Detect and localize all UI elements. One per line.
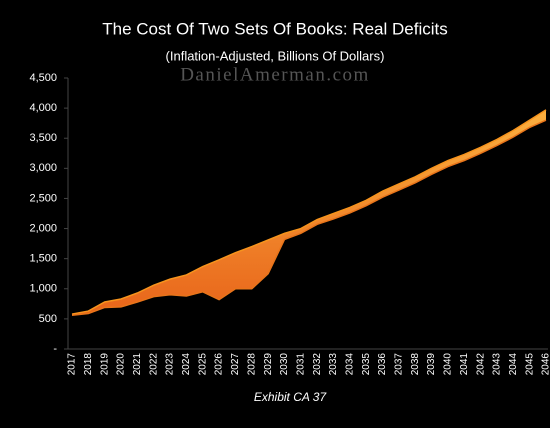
x-tick-label: 2044 bbox=[508, 353, 519, 376]
x-tick-label: 2038 bbox=[410, 353, 421, 376]
x-tick-label: 2040 bbox=[443, 353, 454, 376]
x-tick-label: 2029 bbox=[263, 353, 274, 376]
x-tick-label: 2022 bbox=[148, 353, 159, 376]
x-tick-label: 2019 bbox=[99, 353, 110, 376]
y-tick-label: 4,500 bbox=[29, 72, 57, 84]
y-tick-label: - bbox=[53, 343, 57, 355]
y-tick-label: 3,500 bbox=[29, 132, 57, 144]
x-tick-label: 2023 bbox=[165, 353, 176, 376]
series-edge bbox=[71, 109, 547, 315]
series-edge bbox=[71, 119, 547, 317]
x-tick-label: 2027 bbox=[230, 353, 241, 376]
y-tick-label: 1,500 bbox=[29, 253, 57, 265]
x-tick-label: 2033 bbox=[328, 353, 339, 376]
x-tick-label: 2024 bbox=[181, 353, 192, 376]
x-tick-label: 2039 bbox=[426, 353, 437, 376]
x-tick-label: 2025 bbox=[197, 353, 208, 376]
y-tick-label: 4,000 bbox=[29, 102, 57, 114]
x-tick-label: 2046 bbox=[541, 353, 550, 376]
x-tick-label: 2035 bbox=[361, 353, 372, 376]
y-tick-label: 2,000 bbox=[29, 222, 57, 234]
x-tick-label: 2032 bbox=[312, 353, 323, 376]
chart-title: The Cost Of Two Sets Of Books: Real Defi… bbox=[102, 19, 447, 38]
x-tick-label: 2037 bbox=[394, 353, 405, 376]
y-tick-label: 500 bbox=[39, 313, 57, 325]
y-tick-label: 2,500 bbox=[29, 192, 57, 204]
watermark: DanielAmerman.com bbox=[180, 64, 370, 85]
x-tick-label: 2017 bbox=[67, 353, 78, 376]
x-tick-label: 2041 bbox=[459, 353, 470, 376]
x-tick-label: 2021 bbox=[132, 353, 143, 376]
x-tick-label: 2042 bbox=[475, 353, 486, 376]
caption: Exhibit CA 37 bbox=[254, 390, 328, 404]
x-tick-label: 2026 bbox=[214, 353, 225, 376]
x-tick-label: 2034 bbox=[345, 353, 356, 376]
x-tick-label: 2031 bbox=[295, 353, 306, 376]
chart-subtitle: (Inflation-Adjusted, Billions Of Dollars… bbox=[166, 48, 385, 63]
x-tick-label: 2043 bbox=[492, 353, 503, 376]
x-tick-label: 2018 bbox=[83, 353, 94, 376]
y-tick-label: 3,000 bbox=[29, 162, 57, 174]
x-tick-label: 2045 bbox=[524, 353, 535, 376]
x-tick-label: 2036 bbox=[377, 353, 388, 376]
x-tick-label: 2020 bbox=[116, 353, 127, 376]
x-tick-label: 2028 bbox=[246, 353, 257, 376]
y-tick-label: 1,000 bbox=[29, 283, 57, 295]
x-tick-label: 2030 bbox=[279, 353, 290, 376]
deficit-band bbox=[72, 109, 546, 316]
